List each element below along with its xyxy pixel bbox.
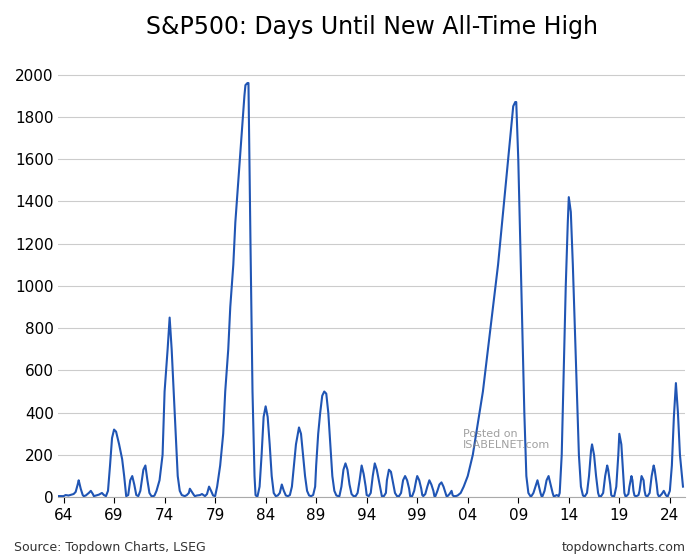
Text: Posted on
ISABELNET.com: Posted on ISABELNET.com <box>463 429 550 450</box>
Text: Source: Topdown Charts, LSEG: Source: Topdown Charts, LSEG <box>14 542 206 554</box>
Text: topdowncharts.com: topdowncharts.com <box>562 542 686 554</box>
Title: S&P500: Days Until New All-Time High: S&P500: Days Until New All-Time High <box>146 15 598 39</box>
